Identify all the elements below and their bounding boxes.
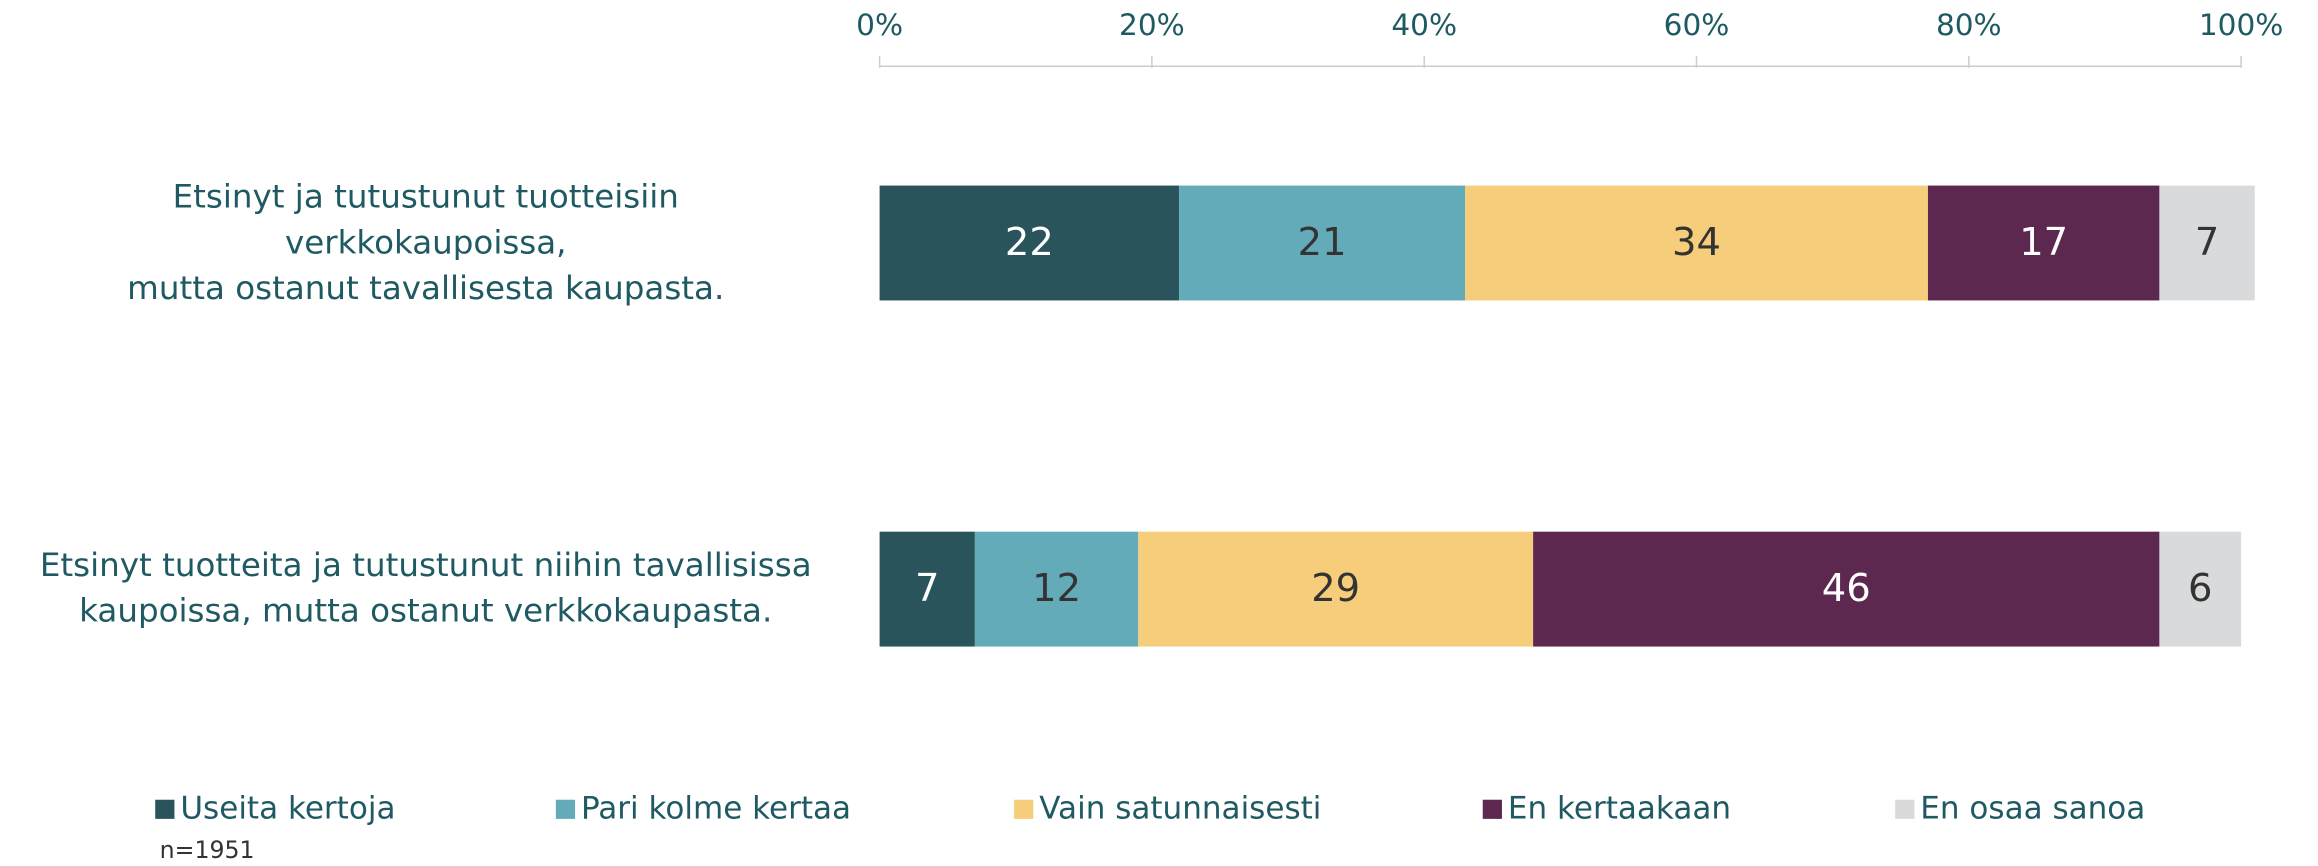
value-label: 17 [2019, 220, 2068, 265]
value-label: 6 [2188, 566, 2212, 611]
bar-segment [879, 531, 975, 647]
note: n=1951 [160, 836, 255, 864]
value-label: 29 [1311, 566, 1360, 611]
legend-label: En osaa sanoa [1920, 791, 2145, 827]
x-tick-label: 40% [1391, 8, 1457, 42]
bar-segment [2159, 531, 2242, 647]
legend-label: Vain satunnaisesti [1039, 791, 1321, 827]
value-label: 7 [2195, 220, 2219, 265]
bar-segment [1179, 185, 1466, 301]
bar-segment [1465, 185, 1928, 301]
bar-segment [879, 185, 1180, 301]
legend-swatch [1014, 799, 1034, 819]
bar-segment [1927, 185, 2160, 301]
value-label: 21 [1298, 220, 1347, 265]
value-label: 7 [915, 566, 939, 611]
legend-swatch [1895, 799, 1915, 819]
bar-segment [1533, 531, 2160, 647]
bar-segment [2159, 185, 2255, 301]
category-label: Etsinyt tuotteita ja tutustunut niihin t… [39, 547, 812, 631]
bar-segment [1138, 531, 1534, 647]
x-tick-label: 0% [856, 8, 903, 42]
legend-label: En kertaakaan [1508, 791, 1731, 827]
value-label: 12 [1032, 566, 1081, 611]
x-tick-label: 80% [1936, 8, 2002, 42]
value-label: 22 [1005, 220, 1054, 265]
category-label: Etsinyt ja tutustunut tuotteisiin verkko… [127, 178, 725, 308]
legend-swatch [555, 799, 576, 819]
x-tick-label: 60% [1664, 8, 1730, 42]
value-label: 46 [1822, 566, 1871, 611]
x-tick-label: 20% [1119, 8, 1185, 42]
legend-swatch [1482, 799, 1502, 819]
legend-swatch [155, 799, 175, 819]
bar-segment [974, 531, 1139, 647]
legend-label: Useita kertoja [180, 791, 395, 827]
legend-label: Pari kolme kertaa [581, 791, 851, 827]
x-tick-label: 100% [2199, 8, 2284, 42]
value-label: 34 [1672, 220, 1721, 265]
